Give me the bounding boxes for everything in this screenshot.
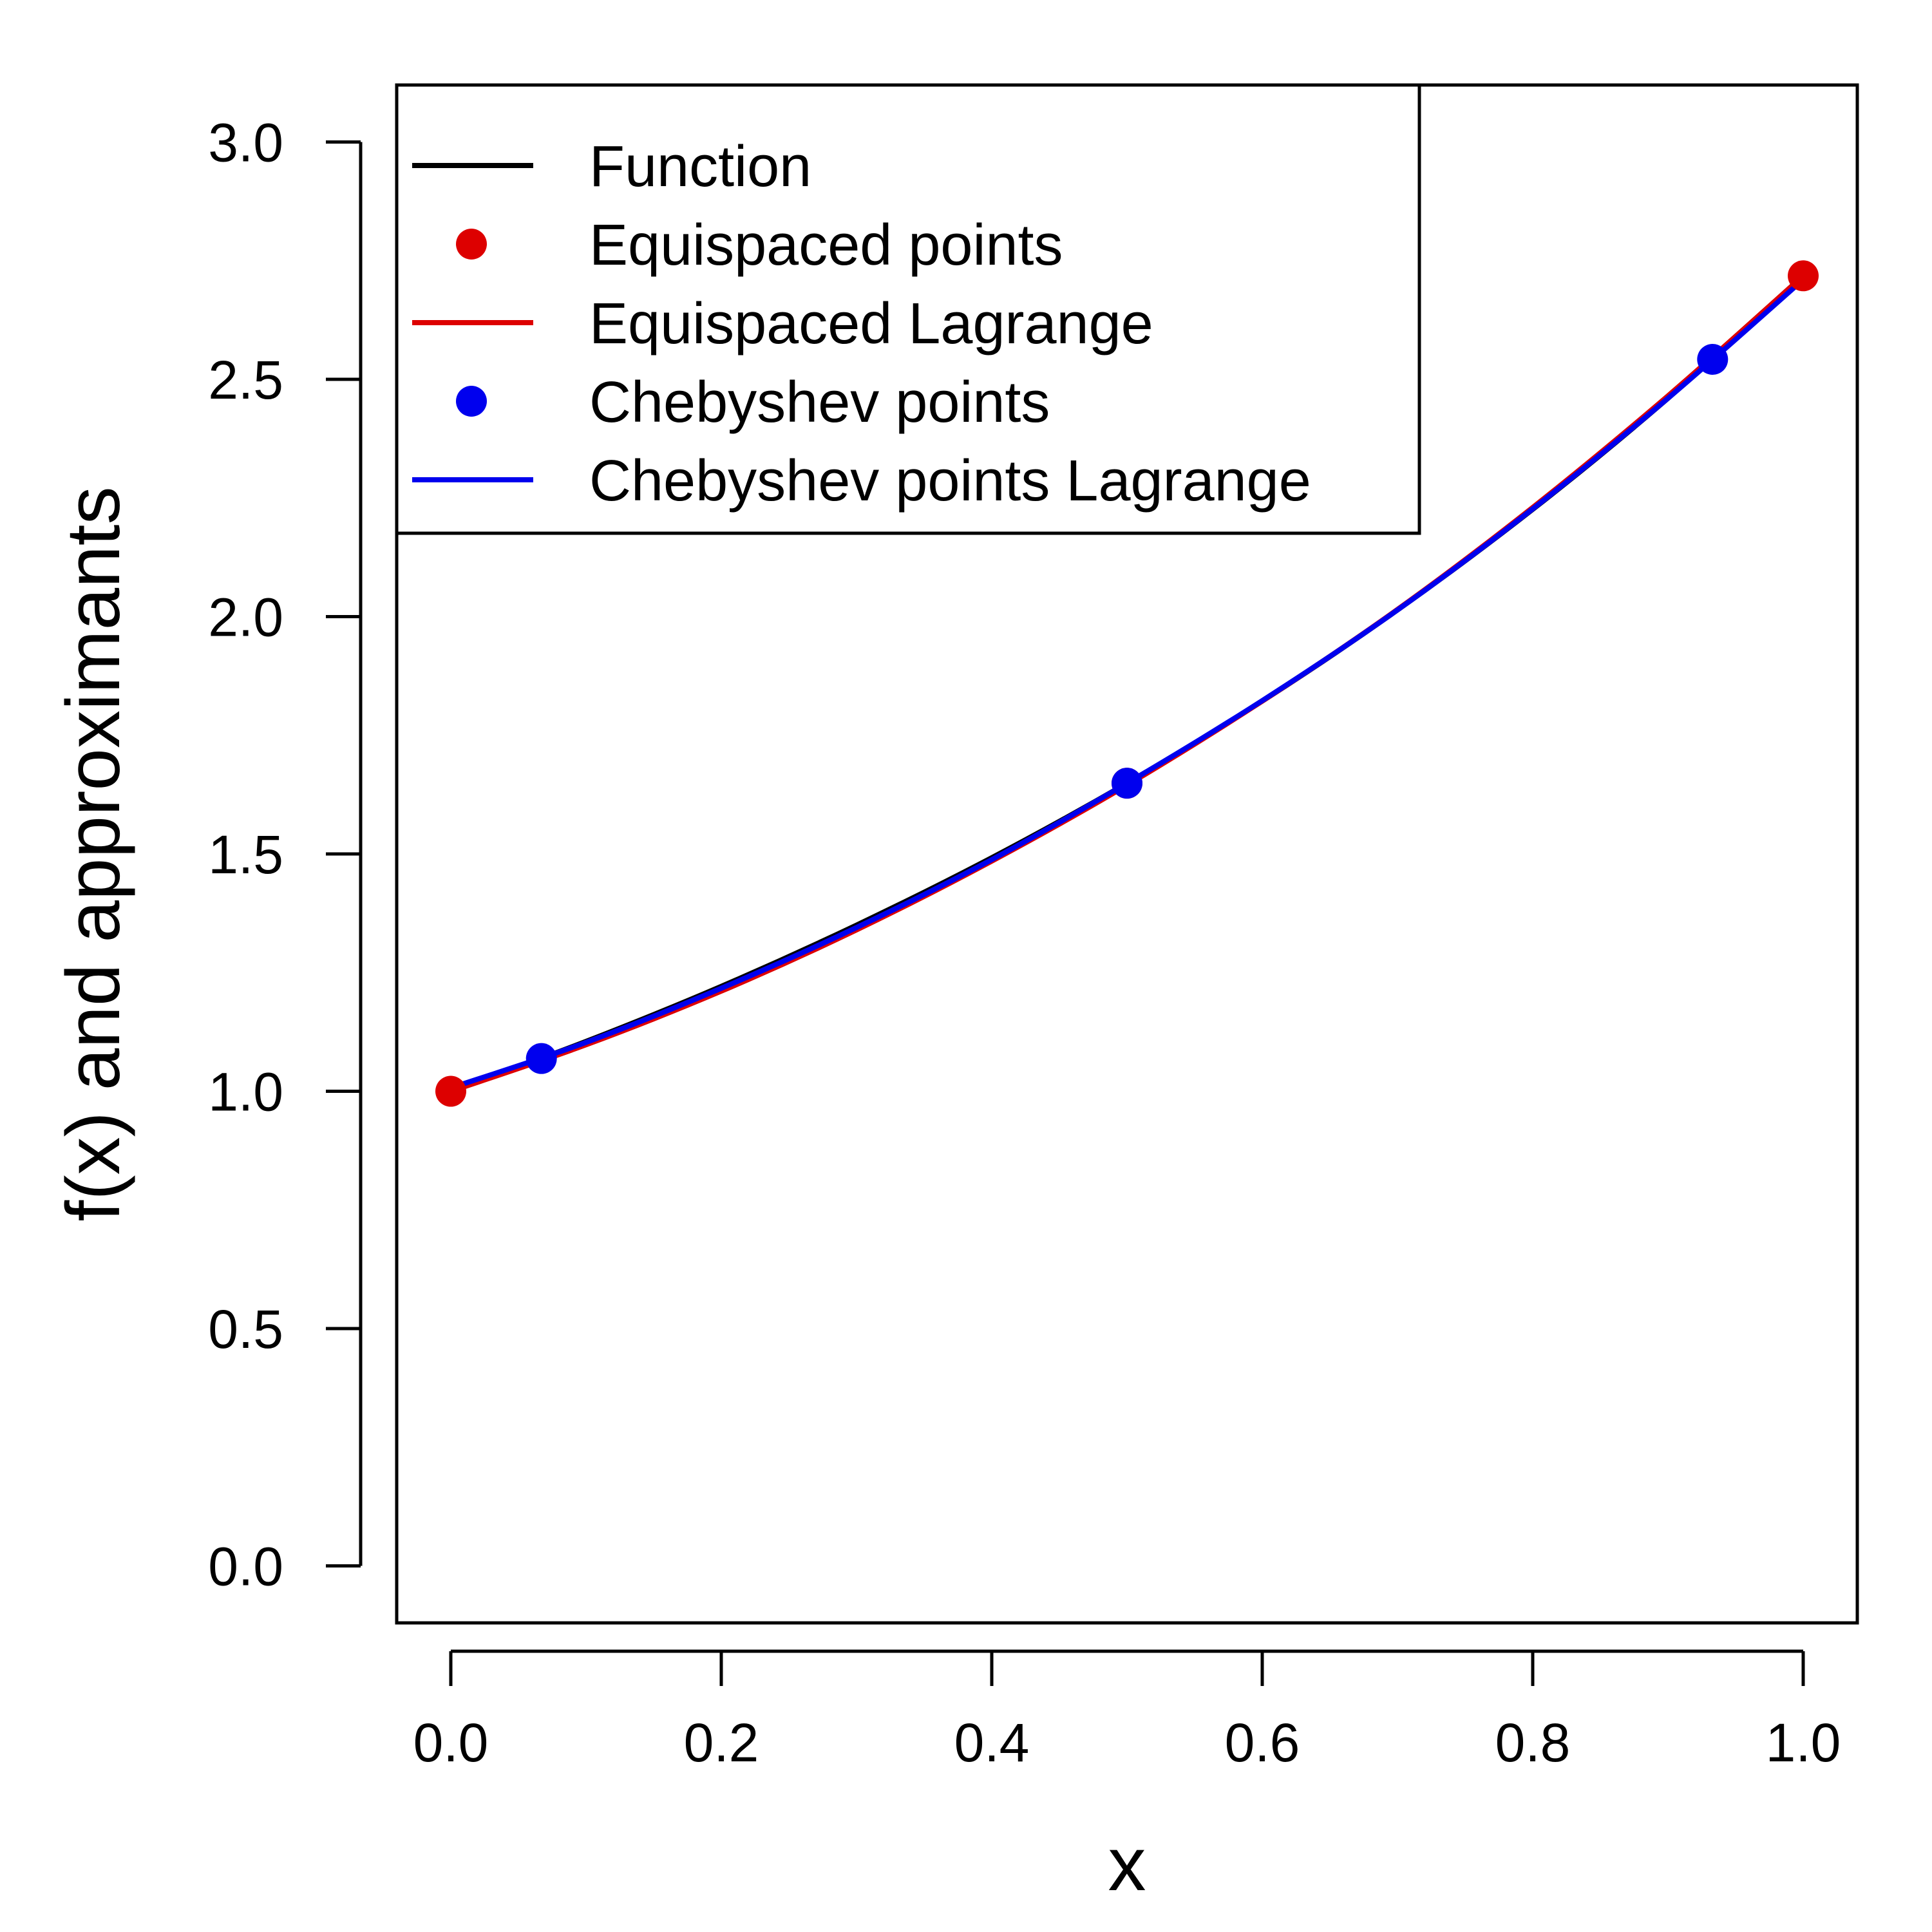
- legend-swatch-chebyshev-points: [456, 386, 487, 417]
- x-tick-label: 0.6: [1225, 1712, 1300, 1773]
- x-tick-label: 0.8: [1495, 1712, 1571, 1773]
- series-points: [435, 260, 1819, 1107]
- legend-label-chebyshev-points: Chebyshev points: [589, 370, 1050, 435]
- y-tick-label: 2.5: [208, 350, 283, 410]
- legend-label-equispaced-points: Equispaced points: [589, 213, 1063, 278]
- legend: Function Equispaced points Equispaced Lagr…: [395, 83, 1421, 535]
- axes: 0.0 0.2 0.4 0.6 0.8 1.0 0.0 0.5 1.0 1.5 2.0 2.5 3.0: [208, 112, 1841, 1773]
- y-tick-label: 0.5: [208, 1299, 283, 1359]
- x-tick-label: 0.0: [413, 1712, 489, 1773]
- x-tick-label: 0.2: [684, 1712, 759, 1773]
- x-tick-label: 0.4: [954, 1712, 1030, 1773]
- data-point-equispaced-points: [435, 1075, 466, 1107]
- x-axis-title: x: [1108, 1822, 1146, 1907]
- y-tick-label: 2.0: [208, 587, 283, 647]
- data-point-chebyshev-points: [1112, 768, 1142, 799]
- data-point-chebyshev-points: [1697, 344, 1728, 375]
- y-axis-title: f(x) and approximants: [51, 486, 136, 1221]
- legend-box: [395, 83, 1421, 535]
- x-tick-label: 1.0: [1766, 1712, 1841, 1773]
- legend-swatch-equispaced-points: [456, 229, 487, 260]
- legend-label-equispaced-lagrange: Equispaced Lagrange: [589, 292, 1153, 356]
- y-tick-label: 3.0: [208, 112, 283, 173]
- y-tick-label: 1.5: [208, 824, 283, 885]
- legend-label-function: Function: [589, 135, 811, 199]
- legend-label-chebyshev-points-lagrange: Chebyshev points Lagrange: [589, 449, 1311, 513]
- y-tick-label: 0.0: [208, 1537, 283, 1597]
- data-point-chebyshev-points: [526, 1043, 557, 1074]
- y-tick-label: 1.0: [208, 1062, 283, 1122]
- data-point-equispaced-points: [1788, 260, 1819, 292]
